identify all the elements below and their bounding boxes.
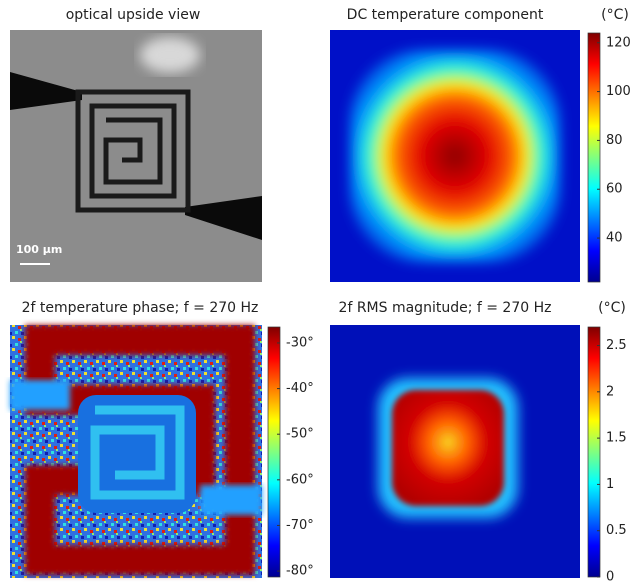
colorbar-tick-label: 2.5 — [606, 338, 627, 353]
colorbar-tick-label: 80 — [606, 133, 623, 148]
rms-heatmap — [330, 325, 580, 578]
colorbar-tick-label: 2 — [606, 384, 614, 399]
panel-title: 2f temperature phase; f = 270 Hz — [22, 300, 259, 316]
colorbar-tick-label: 100 — [606, 84, 631, 99]
colorbar — [267, 326, 281, 578]
panel-title: DC temperature component — [347, 7, 544, 23]
colorbar — [587, 326, 601, 578]
colorbar-tick-label: -80° — [286, 564, 314, 579]
colorbar-tick-label: 1.5 — [606, 431, 627, 446]
phase-heatmap — [10, 325, 262, 578]
colorbar-tick-label: -30° — [286, 335, 314, 350]
colorbar-tick-label: -70° — [286, 518, 314, 533]
colorbar-tick-label: 60 — [606, 182, 623, 197]
colorbar-tick-label: 0.5 — [606, 523, 627, 538]
colorbar — [587, 32, 601, 283]
colorbar-tick-label: 1 — [606, 477, 614, 492]
colorbar-tick-label: -60° — [286, 472, 314, 487]
colorbar-tick-label: -50° — [286, 427, 314, 442]
colorbar-tick-label: 40 — [606, 231, 623, 246]
unit-label: (°C) — [601, 7, 629, 23]
panel-title: optical upside view — [66, 7, 201, 23]
unit-label: (°C) — [598, 300, 626, 316]
dc-heatmap — [330, 30, 580, 282]
panel-title: 2f RMS magnitude; f = 270 Hz — [339, 300, 552, 316]
optical-image — [10, 30, 262, 282]
colorbar-tick-label: 0 — [606, 570, 614, 583]
colorbar-tick-label: -40° — [286, 381, 314, 396]
scale-bar-label: 100 µm — [16, 243, 62, 256]
colorbar-tick-label: 120 — [606, 35, 631, 50]
